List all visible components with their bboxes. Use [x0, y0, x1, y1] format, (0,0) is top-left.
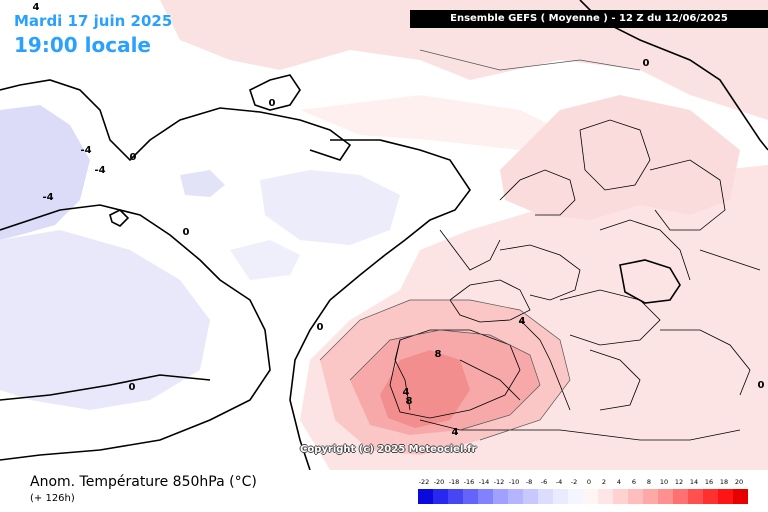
- legend-swatch: [538, 489, 553, 504]
- lead-time: (+ 126h): [30, 493, 75, 504]
- anomaly-area-greenland: [0, 105, 90, 240]
- legend-tick-label: 20: [734, 478, 744, 486]
- contour-labels: 4 0 -4 -4 -4 0 0 0 0 0 4 4 8 8 4 0: [33, 2, 765, 438]
- legend-swatch: [523, 489, 538, 504]
- legend-swatch: [658, 489, 673, 504]
- legend-swatch: [598, 489, 613, 504]
- legend-swatch: [478, 489, 493, 504]
- contour-label: 0: [130, 152, 137, 163]
- contour-label: 8: [406, 396, 413, 407]
- legend-swatch: [673, 489, 688, 504]
- contour-label: 4: [452, 427, 459, 438]
- contour-label: 4: [33, 2, 40, 13]
- anomaly-area-scandinavia: [500, 95, 740, 220]
- legend-tick-label: 14: [689, 478, 699, 486]
- country-borders: [389, 119, 761, 441]
- anomaly-contours: [319, 49, 641, 441]
- forecast-date: Mardi 17 juin 2025: [14, 12, 173, 30]
- contour-label: -4: [94, 165, 105, 176]
- legend-swatch: [448, 489, 463, 504]
- legend-swatch: [628, 489, 643, 504]
- contour-label: 4: [403, 387, 410, 398]
- parameter-title: Anom. Température 850hPa (°C): [30, 474, 257, 490]
- legend-tick-label: 8: [646, 478, 652, 486]
- legend-swatch: [688, 489, 703, 504]
- legend-tick-label: 12: [674, 478, 684, 486]
- legend-tick-label: -12: [493, 478, 505, 486]
- footer-bar: Anom. Température 850hPa (°C) (+ 126h) -…: [0, 470, 768, 512]
- color-scale-legend: -22 -20 -18 -16 -14 -12 -10 -8 -6 -4 -2 0 2 4 6 8 10 12 14…: [418, 478, 748, 508]
- legend-swatch: [568, 489, 583, 504]
- contour-label: 4: [519, 316, 526, 327]
- forecast-time: 19:00 locale: [14, 33, 151, 57]
- anomaly-area-atlantic-mid: [260, 170, 400, 245]
- anomaly-area-iberia-core: [380, 350, 470, 428]
- legend-tick-label: -18: [448, 478, 460, 486]
- anomaly-area-north: [160, 0, 768, 120]
- contour-label: 0: [643, 58, 650, 69]
- legend-swatch: [643, 489, 658, 504]
- copyright-text: Copyright (c) 2025 Meteociel.fr: [300, 444, 477, 455]
- legend-tick-label: -8: [525, 478, 533, 486]
- anomaly-area-atlantic-west: [0, 230, 210, 410]
- anomaly-area-north-sea: [230, 240, 300, 280]
- legend-swatch: [553, 489, 568, 504]
- contour-label: 0: [269, 98, 276, 109]
- legend-swatch: [613, 489, 628, 504]
- contour-label: -4: [80, 145, 91, 156]
- legend-swatch: [418, 489, 433, 504]
- legend-swatch: [733, 489, 748, 504]
- legend-swatch: [703, 489, 718, 504]
- legend-tick-label: -14: [478, 478, 490, 486]
- legend-tick-label: 4: [616, 478, 622, 486]
- legend-tick-label: 16: [704, 478, 714, 486]
- legend-tick-label: -10: [508, 478, 520, 486]
- legend-tick-label: 6: [631, 478, 637, 486]
- legend-tick-label: 0: [586, 478, 592, 486]
- legend-tick-label: -20: [433, 478, 445, 486]
- legend-tick-label: 18: [719, 478, 729, 486]
- legend-swatch: [718, 489, 733, 504]
- contour-label: 8: [435, 349, 442, 360]
- legend-tick-label: -2: [570, 478, 578, 486]
- contour-label: 0: [758, 380, 765, 391]
- legend-tick-label: -4: [555, 478, 563, 486]
- anomaly-area-north-patch: [300, 95, 560, 150]
- legend-swatch: [433, 489, 448, 504]
- contour-label: 0: [129, 382, 136, 393]
- legend-tick-label: 10: [659, 478, 669, 486]
- legend-tick-label: -22: [418, 478, 430, 486]
- contour-label: 0: [183, 227, 190, 238]
- anomaly-area-patch-small: [180, 170, 225, 197]
- legend-tick-label: -6: [540, 478, 548, 486]
- legend-swatch: [463, 489, 478, 504]
- legend-tick-label: -16: [463, 478, 475, 486]
- contour-label: 0: [317, 322, 324, 333]
- legend-swatch: [583, 489, 598, 504]
- legend-swatch: [508, 489, 523, 504]
- legend-swatch: [493, 489, 508, 504]
- model-run-banner: Ensemble GEFS ( Moyenne ) - 12 Z du 12/0…: [410, 10, 768, 28]
- legend-tick-label: 2: [601, 478, 607, 486]
- contour-label: -4: [42, 192, 53, 203]
- temperature-anomaly-map: 4 0 -4 -4 -4 0 0 0 0 0 4 4 8 8 4 0: [0, 0, 768, 470]
